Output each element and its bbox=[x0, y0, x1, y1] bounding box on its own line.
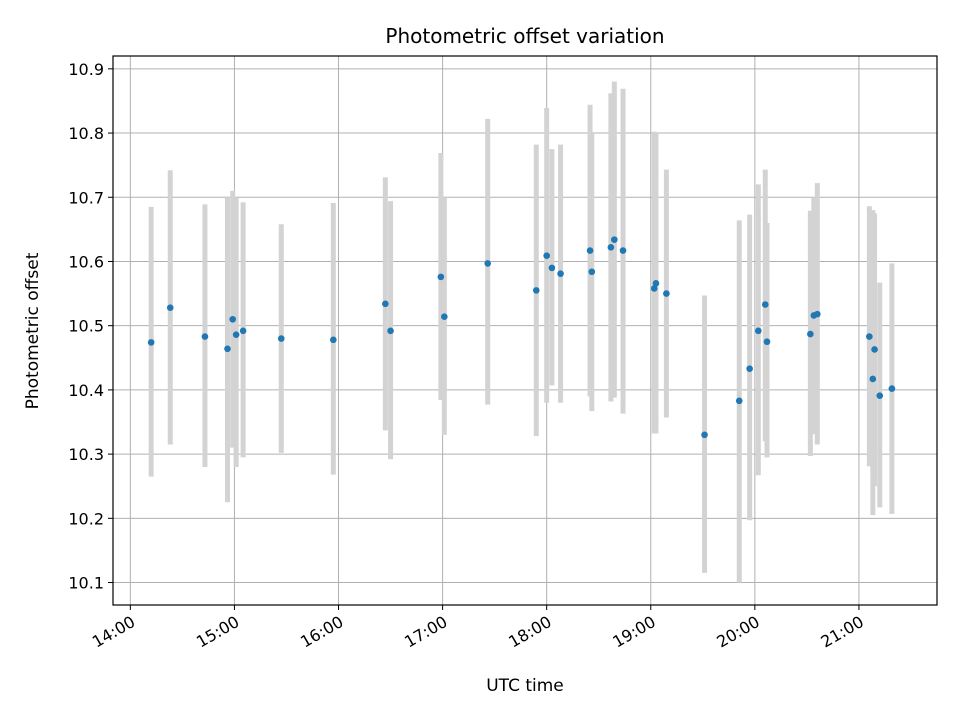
data-point bbox=[437, 273, 445, 281]
data-point bbox=[543, 252, 550, 259]
y-tick-label: 10.6 bbox=[68, 252, 104, 271]
data-point bbox=[232, 331, 240, 338]
data-point bbox=[588, 268, 596, 276]
data-point bbox=[166, 304, 174, 312]
data-point bbox=[761, 301, 769, 308]
data-point bbox=[701, 431, 708, 439]
data-point bbox=[871, 346, 878, 353]
y-axis-ticks: 10.1 10.2 10.3 10.4 10.5 10.6 10.7 10.8 10.9 bbox=[68, 60, 113, 593]
y-tick-label: 10.8 bbox=[68, 124, 104, 143]
y-tick-label: 10.3 bbox=[68, 445, 104, 464]
y-tick-label: 10.1 bbox=[68, 574, 104, 593]
data-points bbox=[147, 236, 896, 439]
data-point bbox=[888, 385, 896, 392]
data-point bbox=[532, 287, 540, 294]
y-tick-label: 10.4 bbox=[68, 381, 104, 400]
data-point bbox=[201, 333, 209, 340]
data-point bbox=[876, 392, 884, 399]
data-point bbox=[652, 280, 660, 287]
data-point bbox=[239, 327, 247, 335]
data-point bbox=[746, 365, 753, 373]
data-point bbox=[484, 260, 492, 267]
data-point bbox=[869, 375, 877, 383]
data-point bbox=[735, 397, 743, 405]
data-point bbox=[763, 338, 771, 346]
y-tick-label: 10.5 bbox=[68, 317, 104, 336]
data-point bbox=[607, 244, 615, 251]
data-point bbox=[814, 310, 821, 318]
data-point bbox=[548, 264, 556, 272]
x-axis-label: UTC time bbox=[486, 676, 564, 696]
data-point bbox=[330, 336, 337, 344]
data-point bbox=[557, 270, 564, 277]
y-tick-label: 10.7 bbox=[68, 188, 104, 207]
data-point bbox=[586, 247, 594, 254]
y-tick-label: 10.9 bbox=[68, 60, 104, 79]
data-point bbox=[611, 236, 618, 243]
data-point bbox=[147, 339, 155, 346]
data-point bbox=[866, 333, 873, 340]
data-point bbox=[807, 330, 814, 338]
data-point bbox=[277, 335, 285, 342]
data-point bbox=[229, 315, 236, 323]
chart-title: Photometric offset variation bbox=[385, 24, 664, 48]
data-point bbox=[755, 327, 762, 335]
data-point bbox=[619, 247, 627, 254]
grid bbox=[113, 56, 937, 605]
data-point bbox=[382, 300, 389, 308]
data-point bbox=[663, 290, 670, 297]
data-point bbox=[441, 313, 448, 320]
plot-frame bbox=[112, 55, 938, 606]
data-point bbox=[650, 285, 658, 292]
y-tick-label: 10.2 bbox=[68, 509, 104, 528]
y-axis-label: Photometric offset bbox=[23, 252, 43, 409]
data-point bbox=[387, 327, 394, 335]
data-point bbox=[224, 345, 231, 353]
